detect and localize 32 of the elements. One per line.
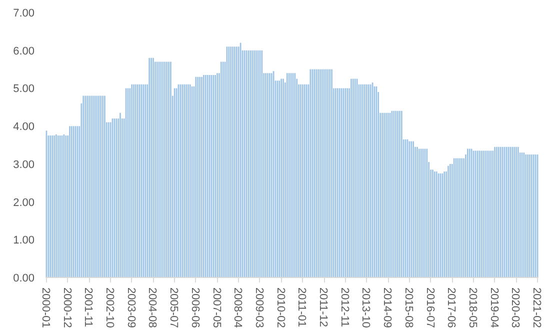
y-tick-label: 3.00: [13, 158, 35, 171]
x-tick-label: 2003-09: [124, 288, 137, 328]
x-tick-label: 2000-01: [39, 288, 52, 328]
x-tick-label: 2002-10: [104, 288, 116, 328]
y-tick-label: 1.00: [13, 234, 35, 247]
x-tick-label: 2004-08: [146, 288, 158, 328]
x-tick-label: 2014-09: [381, 288, 394, 328]
x-tick-label: 2016-07: [424, 288, 436, 328]
x-tick-label: 2015-08: [402, 288, 414, 328]
x-tick-label: 2006-06: [188, 288, 201, 328]
x-tick-label: 2017-06: [445, 288, 458, 328]
x-tick-label: 2001-11: [82, 288, 94, 328]
x-tick-label: 2018-05: [466, 288, 478, 328]
x-tick-label: 2013-10: [360, 288, 372, 328]
x-tick-label: 2020-03: [509, 288, 522, 328]
x-tick-label: 2012-11: [338, 288, 350, 328]
x-tick-label: 2019-04: [488, 288, 500, 328]
y-tick-label: 4.00: [13, 121, 35, 134]
y-tick-label: 5.00: [13, 83, 35, 96]
x-tick-label: 2010-02: [274, 288, 286, 328]
x-tick-label: 2008-04: [232, 288, 244, 328]
x-tick-label: 2011-12: [317, 288, 330, 328]
x-tick-label: 2007-05: [210, 288, 222, 328]
x-tick-label: 2011-01: [296, 288, 308, 328]
x-tick-label: 2009-03: [252, 288, 265, 328]
y-tick-label: 0.00: [13, 272, 35, 284]
y-tick-label: 6.00: [13, 45, 35, 58]
x-tick-label: 2005-07: [168, 288, 180, 328]
x-tick-label: 2000-12: [60, 288, 73, 328]
y-tick-label: 2.00: [13, 196, 35, 209]
x-tick-label: 2021-02: [530, 288, 543, 328]
y-tick-label: 7.00: [13, 8, 35, 20]
